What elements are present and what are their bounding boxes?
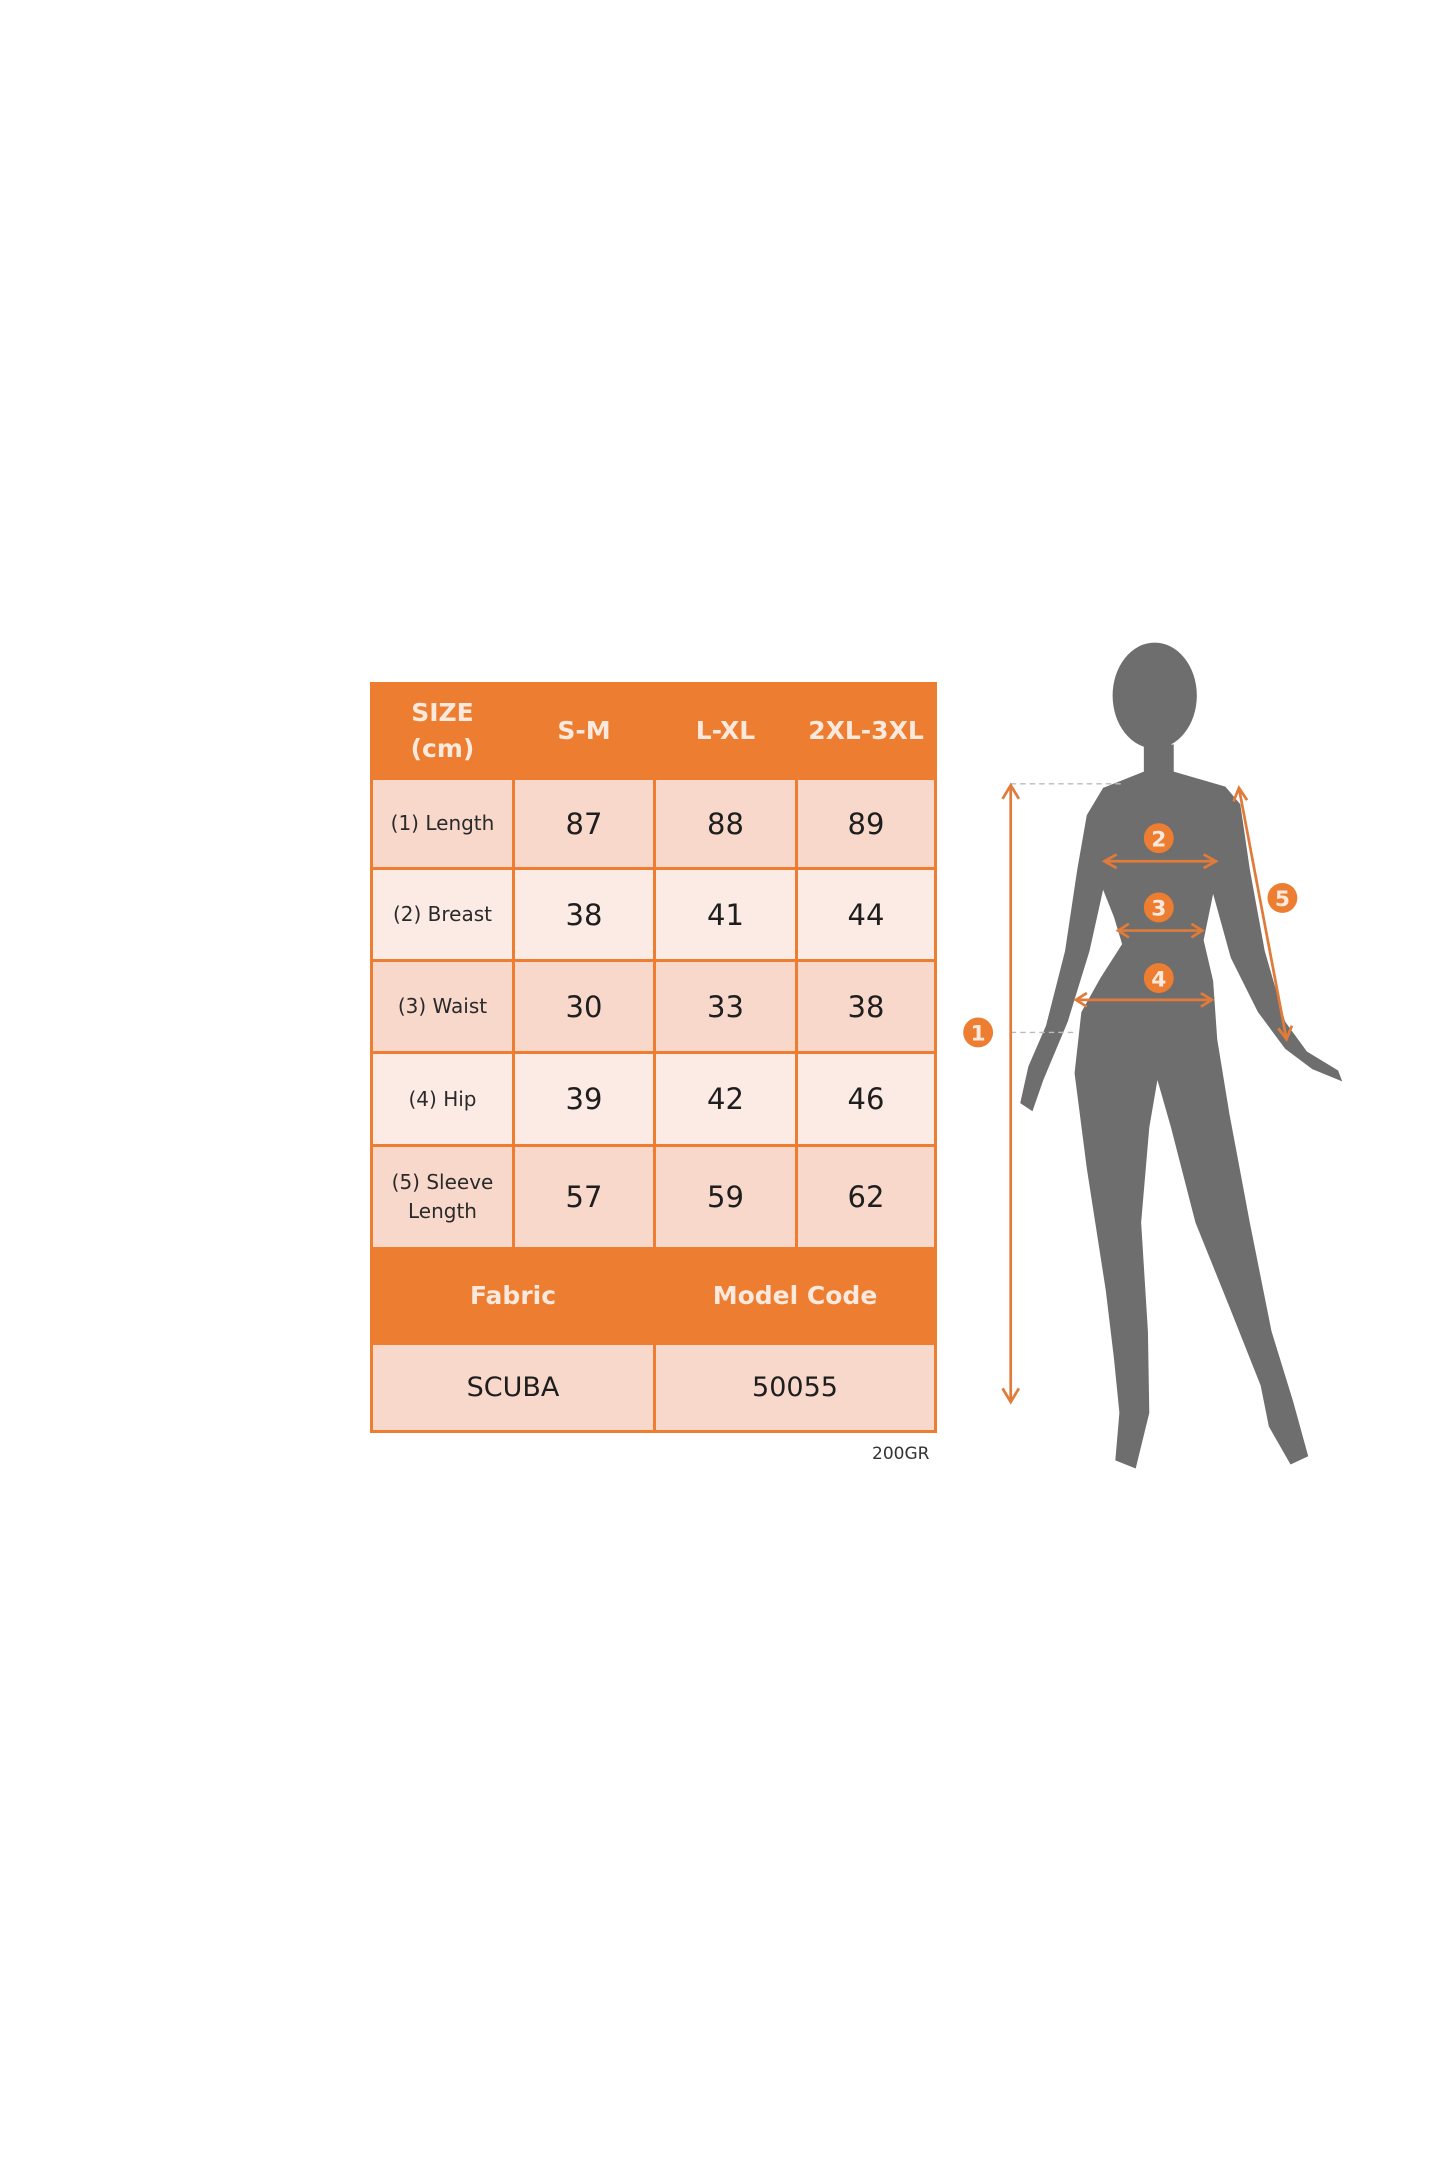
size-value: 88 bbox=[656, 780, 795, 867]
marker-label: 4 bbox=[1151, 967, 1166, 992]
marker-circle bbox=[1143, 892, 1174, 923]
size-value: 62 bbox=[798, 1147, 934, 1247]
column-header: L-XL bbox=[695, 716, 756, 745]
marker-1: 1 bbox=[963, 1017, 994, 1048]
marker-label: 2 bbox=[1151, 827, 1166, 852]
body bbox=[1020, 744, 1343, 1469]
size-value: 33 bbox=[656, 962, 795, 1051]
row-label: (3) Waist bbox=[373, 962, 512, 1051]
marker-4: 4 bbox=[1143, 963, 1174, 994]
size-value: 44 bbox=[798, 870, 934, 959]
size-value: 87 bbox=[515, 780, 653, 867]
model-code-value: 50055 bbox=[656, 1345, 934, 1430]
size-value: 46 bbox=[798, 1054, 934, 1144]
waist-arrow-icon bbox=[1115, 922, 1205, 939]
marker-circle bbox=[1143, 823, 1174, 854]
size-value: 42 bbox=[656, 1054, 795, 1144]
marker-circle bbox=[1143, 963, 1174, 994]
model-code-header: Model Code bbox=[712, 1281, 878, 1310]
size-value: 38 bbox=[798, 962, 934, 1051]
marker-circle bbox=[963, 1017, 994, 1048]
marker-label: 5 bbox=[1275, 887, 1290, 912]
column-header: 2XL-3XL bbox=[808, 716, 924, 745]
marker-3: 3 bbox=[1143, 892, 1174, 923]
head bbox=[1112, 642, 1197, 749]
marker-label: 3 bbox=[1151, 897, 1166, 922]
size-value: 39 bbox=[515, 1054, 653, 1144]
marker-label: 1 bbox=[971, 1022, 986, 1047]
marker-2: 2 bbox=[1143, 823, 1174, 854]
size-value: 57 bbox=[515, 1147, 653, 1247]
marker-5: 5 bbox=[1267, 883, 1298, 913]
size-value: 41 bbox=[656, 870, 795, 959]
fabric-header: Fabric bbox=[469, 1281, 557, 1310]
size-value: 30 bbox=[515, 962, 653, 1051]
size-value: 38 bbox=[515, 870, 653, 959]
silhouette bbox=[1020, 642, 1343, 1469]
row-label: (2) Breast bbox=[373, 870, 512, 959]
marker-circle bbox=[1267, 883, 1298, 913]
size-value: 59 bbox=[656, 1147, 795, 1247]
column-header: SIZE (cm) bbox=[410, 698, 475, 763]
row-label: (1) Length bbox=[373, 780, 512, 867]
fabric-value: SCUBA bbox=[373, 1345, 653, 1430]
length-arrow-icon bbox=[1001, 782, 1021, 1405]
row-label: (5) Sleeve Length bbox=[373, 1147, 512, 1247]
breast-arrow-icon bbox=[1101, 853, 1219, 870]
hip-arrow-icon bbox=[1073, 991, 1215, 1008]
column-header: S-M bbox=[557, 716, 611, 745]
size-value: 89 bbox=[798, 780, 934, 867]
row-label: (4) Hip bbox=[373, 1054, 512, 1144]
weight-note: 200GR bbox=[872, 1444, 930, 1464]
sleeve-arrow-icon bbox=[1232, 785, 1294, 1042]
